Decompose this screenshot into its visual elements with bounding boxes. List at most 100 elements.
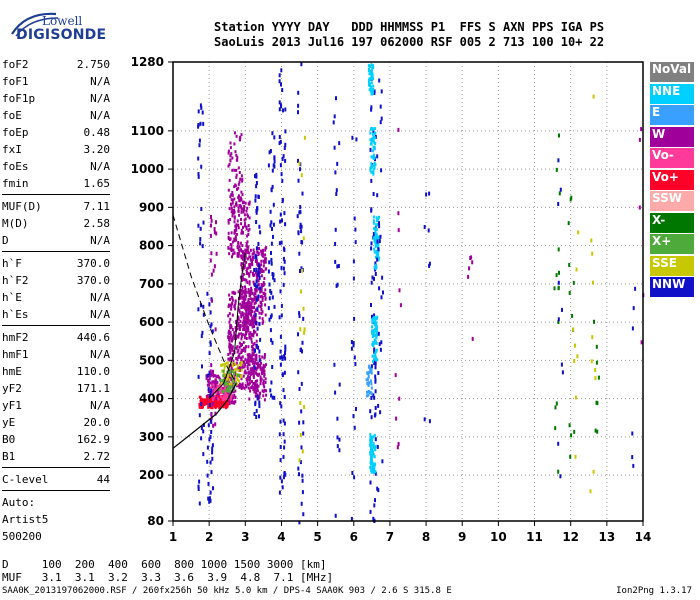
param-value: N/A bbox=[90, 234, 110, 247]
trace-mark bbox=[371, 450, 374, 454]
trace-mark bbox=[206, 373, 209, 378]
trace-mark bbox=[337, 264, 340, 268]
param-separator bbox=[2, 194, 110, 195]
trace-mark bbox=[371, 329, 373, 333]
trace-mark bbox=[202, 400, 205, 404]
trace-mark bbox=[254, 288, 257, 292]
param-row: foF2 2.750 bbox=[2, 56, 110, 73]
legend-item: NoVal bbox=[650, 62, 694, 82]
trace-mark bbox=[299, 205, 302, 209]
trace-mark bbox=[298, 314, 301, 318]
trace-mark bbox=[236, 350, 239, 354]
param-row: yF2 171.1 bbox=[2, 380, 110, 397]
trace-mark bbox=[371, 87, 374, 91]
trace-mark bbox=[375, 249, 378, 253]
trace-mark bbox=[235, 232, 238, 236]
trace-mark bbox=[205, 394, 208, 398]
trace-mark bbox=[298, 311, 301, 316]
trace-mark bbox=[216, 380, 219, 384]
trace-mark bbox=[370, 386, 373, 390]
trace-mark bbox=[230, 307, 233, 311]
trace-mark bbox=[227, 357, 230, 361]
trace-mark bbox=[230, 401, 233, 405]
trace-mark bbox=[198, 395, 201, 399]
trace-mark bbox=[369, 434, 372, 438]
trace-mark bbox=[247, 251, 250, 254]
trace-mark bbox=[262, 381, 265, 385]
trace-mark bbox=[233, 237, 236, 241]
trace-mark bbox=[271, 131, 274, 136]
trace-mark bbox=[230, 366, 233, 370]
trace-mark bbox=[301, 449, 304, 454]
logo-text-top: Lowell bbox=[42, 14, 83, 28]
trace-mark bbox=[258, 358, 261, 363]
trace-mark bbox=[214, 411, 217, 416]
trace-mark bbox=[242, 328, 245, 332]
trace-mark bbox=[231, 211, 234, 215]
trace-mark bbox=[244, 324, 247, 328]
trace-mark bbox=[231, 298, 234, 302]
trace-mark bbox=[226, 381, 229, 385]
trace-mark bbox=[376, 239, 379, 244]
trace-mark bbox=[229, 357, 232, 360]
trace-mark bbox=[369, 465, 372, 469]
trace-mark bbox=[372, 66, 375, 69]
trace-mark bbox=[238, 324, 241, 328]
trace-mark bbox=[368, 88, 371, 92]
trace-mark bbox=[374, 329, 377, 333]
trace-mark bbox=[233, 216, 236, 220]
trace-mark bbox=[254, 394, 257, 398]
trace-mark bbox=[248, 255, 251, 259]
trace-mark bbox=[258, 266, 261, 271]
trace-mark bbox=[283, 439, 286, 444]
trace-mark bbox=[227, 392, 230, 396]
trace-mark bbox=[248, 319, 251, 323]
trace-mark bbox=[250, 323, 253, 327]
trace-mark bbox=[210, 272, 213, 277]
trace-mark bbox=[243, 213, 246, 217]
param-row: hmF2 440.6 bbox=[2, 329, 110, 346]
trace-mark bbox=[370, 92, 373, 96]
trace-mark bbox=[371, 320, 374, 324]
trace-mark bbox=[332, 120, 335, 125]
trace-mark bbox=[202, 398, 205, 402]
trace-mark bbox=[247, 362, 250, 366]
trace-mark bbox=[235, 228, 238, 232]
param-row: h`E N/A bbox=[2, 289, 110, 306]
trace-mark bbox=[237, 315, 240, 319]
x-tick-label: 6 bbox=[350, 530, 358, 544]
trace-mark bbox=[244, 285, 246, 289]
trace-mark bbox=[197, 109, 200, 114]
trace-mark bbox=[229, 373, 232, 377]
trace-mark bbox=[374, 389, 377, 394]
trace-mark bbox=[248, 336, 251, 340]
trace-mark bbox=[298, 458, 301, 463]
y-tick-label: 1000 bbox=[131, 162, 164, 176]
trace-mark bbox=[297, 178, 300, 183]
trace-mark bbox=[369, 480, 372, 485]
trace-mark bbox=[215, 231, 218, 236]
trace-mark bbox=[200, 334, 203, 339]
trace-mark bbox=[237, 182, 240, 186]
param-row: C-level 44 bbox=[2, 471, 110, 488]
trace-mark bbox=[228, 378, 231, 382]
trace-mark bbox=[237, 242, 240, 246]
trace-mark bbox=[240, 222, 243, 226]
trace-mark bbox=[245, 332, 247, 336]
trace-mark bbox=[283, 354, 286, 359]
trace-mark bbox=[233, 251, 236, 255]
trace-mark bbox=[248, 200, 251, 204]
trace-mark bbox=[282, 154, 285, 159]
trace-mark bbox=[205, 376, 208, 380]
trace-mark bbox=[471, 336, 474, 341]
trace-mark bbox=[247, 310, 250, 314]
trace-mark bbox=[381, 459, 384, 464]
trace-mark bbox=[232, 390, 235, 394]
trace-mark bbox=[262, 320, 265, 324]
trace-mark bbox=[213, 399, 216, 403]
trace-mark bbox=[428, 191, 431, 196]
trace-mark bbox=[197, 374, 200, 379]
trace-mark bbox=[283, 421, 286, 426]
trace-mark bbox=[228, 162, 231, 166]
trace-mark bbox=[262, 367, 265, 371]
